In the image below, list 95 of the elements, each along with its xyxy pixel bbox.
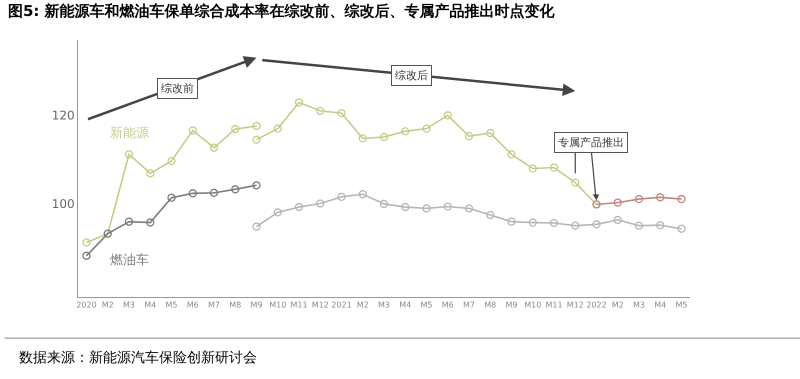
x-tick-label: 2021	[331, 300, 352, 310]
point	[146, 169, 154, 178]
x-tick-label: M4	[144, 300, 156, 310]
y-tick-label: 120	[52, 108, 75, 123]
point	[464, 132, 474, 140]
point	[422, 124, 431, 133]
point	[380, 132, 388, 142]
point	[316, 199, 324, 208]
point	[614, 198, 622, 207]
x-tick-label: M5	[676, 300, 688, 310]
x-tick-label: M9	[250, 300, 262, 310]
point	[274, 124, 282, 133]
source-note: 数据来源：新能源汽车保险创新研讨会	[19, 350, 257, 366]
x-tick-label: M4	[654, 300, 666, 310]
x-tick-label: M11	[545, 300, 563, 310]
point	[486, 128, 494, 138]
x-tick-label: M10	[524, 300, 542, 310]
x-tick-label: M10	[269, 300, 286, 310]
x-tick-label: M3	[378, 300, 390, 310]
x-tick-label: M6	[186, 300, 199, 310]
point	[528, 218, 537, 227]
series-label: 新能源	[110, 126, 149, 141]
point	[316, 106, 324, 116]
point	[677, 194, 686, 204]
point	[358, 190, 367, 198]
point	[634, 222, 644, 230]
x-tick-label: M8	[484, 300, 496, 310]
series-label: 燃油车	[110, 253, 149, 268]
x-tick-label: M12	[312, 300, 329, 310]
point	[571, 222, 580, 230]
point	[571, 178, 580, 187]
point	[444, 111, 452, 120]
point	[656, 221, 664, 230]
point	[528, 164, 537, 173]
point	[337, 108, 346, 118]
point	[124, 218, 134, 226]
annotation: 专属产品推出	[558, 136, 624, 149]
point	[124, 150, 134, 158]
point	[422, 204, 431, 213]
point	[634, 194, 644, 204]
point	[507, 218, 516, 226]
chart-title: 图5: 新能源车和燃油车保单综合成本率在综改前、综改后、专属产品推出时点变化	[8, 2, 556, 20]
point	[294, 202, 304, 212]
point	[550, 218, 558, 228]
point	[231, 185, 240, 194]
point	[614, 216, 622, 224]
point	[82, 252, 91, 260]
point	[188, 126, 197, 135]
point	[444, 202, 452, 211]
x-tick-label: M3	[123, 300, 135, 310]
point	[167, 156, 176, 166]
x-tick-label: M4	[399, 300, 412, 310]
point	[592, 220, 601, 228]
x-tick-label: M9	[506, 300, 518, 310]
point	[464, 204, 474, 213]
point	[231, 124, 240, 134]
x-tick-label: 2020	[76, 300, 97, 310]
point	[167, 194, 176, 202]
annotation: 综改前	[161, 82, 194, 95]
point	[274, 208, 282, 217]
x-tick-label: M5	[166, 300, 178, 310]
x-tick-label: M6	[442, 300, 454, 310]
point	[358, 134, 367, 143]
point	[401, 202, 410, 212]
point	[252, 222, 261, 231]
x-tick-label: 2022	[586, 300, 607, 310]
point	[677, 224, 686, 233]
x-tick-label: M12	[566, 300, 584, 310]
point	[210, 144, 218, 152]
x-tick-label: M7	[463, 300, 475, 310]
point	[294, 98, 304, 107]
point	[380, 200, 388, 208]
x-tick-label: M3	[633, 300, 645, 310]
point	[188, 189, 197, 198]
point	[550, 163, 558, 172]
point	[252, 181, 261, 190]
point	[252, 136, 261, 144]
point	[507, 150, 516, 158]
point	[252, 122, 261, 130]
point	[401, 127, 410, 136]
x-tick-label: M2	[102, 300, 114, 310]
x-tick-label: M7	[208, 300, 220, 310]
x-tick-label: M5	[420, 300, 432, 310]
annotation: 综改后	[395, 69, 428, 82]
point	[82, 238, 91, 247]
x-tick-label: M2	[612, 300, 624, 310]
x-tick-label: M2	[356, 300, 369, 310]
x-tick-label: M11	[290, 300, 308, 310]
y-tick-label: 100	[52, 197, 75, 212]
point	[656, 193, 664, 202]
point	[337, 192, 346, 202]
point	[210, 188, 218, 198]
point	[146, 218, 154, 227]
x-tick-label: M8	[229, 300, 242, 310]
point	[486, 210, 494, 220]
